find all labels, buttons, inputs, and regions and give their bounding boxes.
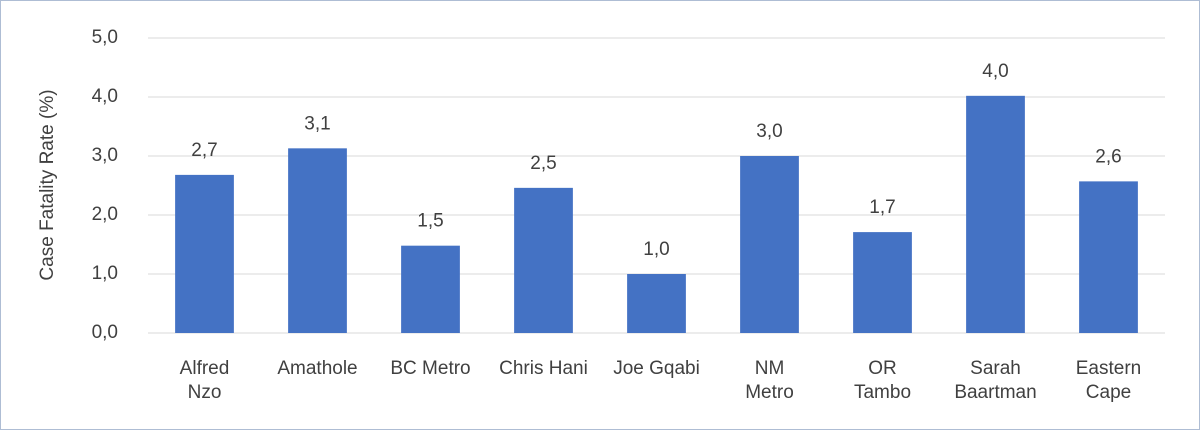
- bar: [288, 148, 347, 333]
- bar: [853, 232, 912, 333]
- bar: [966, 95, 1025, 333]
- bar: [1079, 181, 1138, 333]
- x-tick-label: NM Metro: [745, 358, 794, 403]
- x-tick-label: Sarah Baartman: [954, 358, 1036, 403]
- x-tick-label: Amathole: [277, 358, 357, 379]
- y-tick-label: 2,0: [92, 204, 118, 225]
- data-label: 3,0: [756, 121, 782, 142]
- bar: [514, 187, 573, 333]
- data-label: 3,1: [304, 113, 330, 134]
- x-tick-label: BC Metro: [390, 358, 470, 379]
- x-tick-label: OR Tambo: [854, 358, 911, 403]
- data-label: 4,0: [982, 61, 1008, 82]
- bar: [175, 174, 234, 333]
- bar: [627, 274, 686, 333]
- x-tick-label: Joe Gqabi: [613, 358, 700, 379]
- bar: [740, 156, 799, 333]
- data-label: 2,7: [191, 140, 217, 161]
- y-tick-label: 3,0: [92, 145, 118, 166]
- y-tick-label: 0,0: [92, 322, 118, 343]
- data-label: 1,0: [643, 239, 669, 260]
- bar: [401, 245, 460, 333]
- data-label: 1,7: [869, 197, 895, 218]
- data-label: 1,5: [417, 211, 443, 232]
- y-tick-label: 5,0: [92, 27, 118, 48]
- x-tick-label: Chris Hani: [499, 358, 588, 379]
- y-axis-title: Case Fatality Rate (%): [37, 89, 58, 280]
- y-tick-label: 4,0: [92, 86, 118, 107]
- data-label: 2,6: [1095, 146, 1121, 167]
- x-tick-label: Alfred Nzo: [180, 358, 230, 403]
- y-tick-label: 1,0: [92, 263, 118, 284]
- data-label: 2,5: [530, 153, 556, 174]
- x-tick-label: Eastern Cape: [1076, 358, 1141, 403]
